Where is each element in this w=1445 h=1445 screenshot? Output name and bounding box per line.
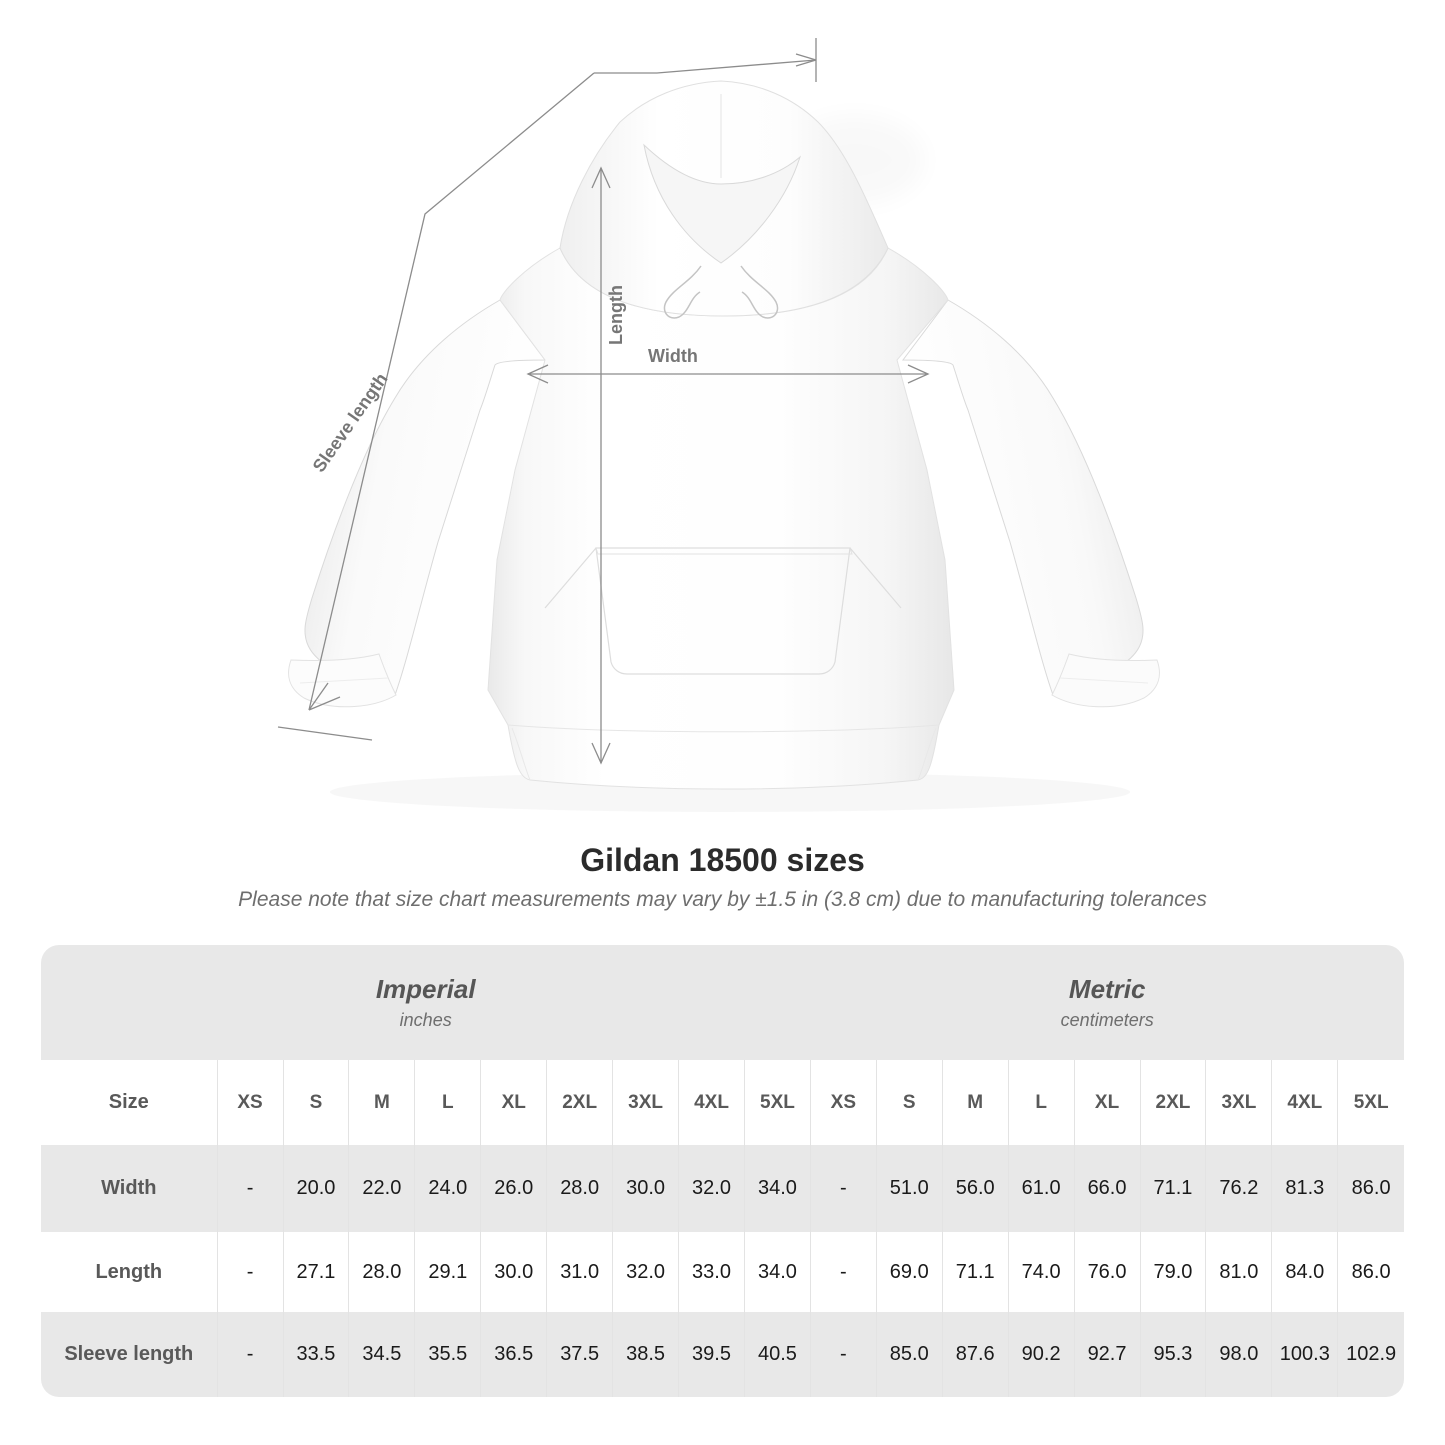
svg-text:Width: Width (648, 346, 698, 366)
svg-text:Length: Length (606, 285, 626, 345)
